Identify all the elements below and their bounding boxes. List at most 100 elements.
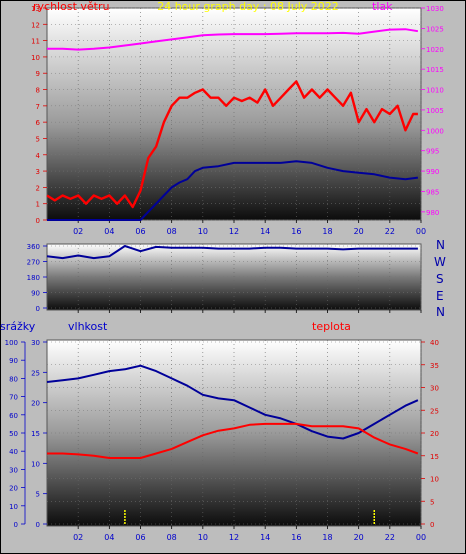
pressure-axis-tick-label-1005: 1005 xyxy=(426,107,444,115)
temperature-axis-tick-label-0: 0 xyxy=(430,521,434,529)
humidity-panel-tick-label-20: 20 xyxy=(354,533,364,542)
compass-s: S xyxy=(436,272,444,286)
wind-speed-axis-tick-label-1: 1 xyxy=(36,201,40,209)
precip-axis-tick-label-20: 20 xyxy=(9,485,18,493)
precip-axis-tick-label-80: 80 xyxy=(9,375,18,383)
compass-e: E xyxy=(436,289,444,303)
wind-speed-label: rychlost větru xyxy=(33,0,109,13)
wind-speed-axis-tick-label-7: 7 xyxy=(36,103,40,111)
wind-panel-tick-label-04: 04 xyxy=(104,227,114,236)
precip-axis-tick-label-100: 100 xyxy=(5,339,18,347)
pressure-axis-tick-label-995: 995 xyxy=(426,148,439,156)
temperature-axis-tick-label-40: 40 xyxy=(430,339,439,347)
precip-axis-tick-label-10: 10 xyxy=(9,503,18,511)
humidity-panel-tick-label-06: 06 xyxy=(135,533,145,542)
humidity-axis-tick-label-20: 20 xyxy=(31,400,40,408)
direction-axis-tick-label-90: 90 xyxy=(31,290,40,298)
pressure-line xyxy=(47,28,419,51)
pressure-axis-tick-label-985: 985 xyxy=(426,188,439,196)
pressure-axis-tick-label-1010: 1010 xyxy=(426,87,444,95)
temperature-axis-tick-label-15: 15 xyxy=(430,453,439,461)
humidity-panel-tick-label-04: 04 xyxy=(104,533,114,542)
wind-panel-tick-label-18: 18 xyxy=(322,227,332,236)
wind-panel-tick-label-20: 20 xyxy=(354,227,364,236)
compass-n-bottom: N xyxy=(436,305,445,319)
wind-speed-axis-tick-label-11: 11 xyxy=(31,38,40,46)
direction-axis-tick-label-360: 360 xyxy=(27,243,40,251)
humidity-panel-tick-label-22: 22 xyxy=(385,533,395,542)
precip-axis-tick-label-40: 40 xyxy=(9,448,18,456)
precip-axis-tick-label-30: 30 xyxy=(9,466,18,474)
direction-axis-tick-label-180: 180 xyxy=(27,274,40,282)
humidity-axis-tick-label-15: 15 xyxy=(31,430,40,438)
precip-axis-tick-label-0: 0 xyxy=(14,521,18,529)
precip-label: srážky xyxy=(0,320,36,333)
wind-panel-tick-label-06: 06 xyxy=(135,227,145,236)
wind-speed-axis-tick-label-12: 12 xyxy=(31,21,40,29)
wind-gust-line xyxy=(46,80,418,209)
wind-speed-axis-tick-label-2: 2 xyxy=(36,184,40,192)
humidity-line xyxy=(46,364,419,440)
humidity-axis-tick-label-10: 10 xyxy=(31,460,40,468)
wind-panel-tick-label-14: 14 xyxy=(260,227,270,236)
temperature-axis-tick-label-5: 5 xyxy=(430,498,434,506)
pressure-axis-tick-label-1030: 1030 xyxy=(426,5,444,13)
wind-panel-tick-label-10: 10 xyxy=(198,227,208,236)
wind-direction-line xyxy=(46,245,418,260)
wind-speed-axis-tick-label-10: 10 xyxy=(31,54,40,62)
humidity-panel-tick-label-14: 14 xyxy=(260,533,270,542)
humidity-panel-tick-label-12: 12 xyxy=(229,533,239,542)
wind-speed-axis-tick-label-13: 13 xyxy=(31,5,40,13)
direction-axis-tick-label-270: 270 xyxy=(27,259,40,267)
humidity-axis-tick-label-5: 5 xyxy=(36,491,40,499)
pressure-axis-tick-label-1000: 1000 xyxy=(426,127,444,135)
humidity-axis-tick-label-0: 0 xyxy=(36,521,40,529)
wind-speed-axis-tick-label-6: 6 xyxy=(36,119,41,127)
precip-axis-tick-label-50: 50 xyxy=(9,430,18,438)
compass-n-top: N xyxy=(436,238,445,252)
humidity-panel-tick-label-02: 02 xyxy=(73,533,83,542)
wind-speed-axis-tick-label-5: 5 xyxy=(36,135,40,143)
temperature-axis-tick-label-20: 20 xyxy=(430,430,439,438)
direction-axis-tick-label-0: 0 xyxy=(36,305,40,313)
temperature-axis-tick-label-30: 30 xyxy=(430,385,439,393)
humidity-panel-tick-label-08: 08 xyxy=(167,533,177,542)
wind-speed-axis-tick-label-9: 9 xyxy=(36,70,40,78)
wind-speed-axis-tick-label-4: 4 xyxy=(36,152,41,160)
humidity-label: vlhkost xyxy=(68,320,108,333)
wind-average-line xyxy=(47,160,419,221)
pressure-axis-tick-label-1025: 1025 xyxy=(426,25,444,33)
humidity-axis-tick-label-25: 25 xyxy=(31,369,40,377)
wind-speed-axis-tick-label-3: 3 xyxy=(36,168,40,176)
pressure-axis-tick-label-990: 990 xyxy=(426,168,439,176)
wind-speed-axis-tick-label-0: 0 xyxy=(36,217,40,225)
temperature-axis-tick-label-10: 10 xyxy=(430,476,439,484)
compass-w: W xyxy=(434,255,446,269)
pressure-label: tlak xyxy=(372,0,393,13)
temperature-axis-tick-label-25: 25 xyxy=(430,407,439,415)
wind-panel-tick-label-22: 22 xyxy=(385,227,395,236)
wind-panel-tick-label-02: 02 xyxy=(73,227,83,236)
temperature-label: teplota xyxy=(312,320,351,333)
temperature-axis-tick-label-35: 35 xyxy=(430,362,439,370)
pressure-axis-tick-label-1020: 1020 xyxy=(426,46,444,54)
pressure-axis-tick-label-980: 980 xyxy=(426,209,439,217)
precip-axis-tick-label-60: 60 xyxy=(9,412,18,420)
pressure-axis-tick-label-1015: 1015 xyxy=(426,66,444,74)
chart-title: 24 hour graph day : 08 July 2022 xyxy=(157,0,339,13)
compass-labels: N W S E N xyxy=(434,238,446,319)
precip-axis-tick-label-70: 70 xyxy=(9,394,18,402)
humidity-panel-tick-label-10: 10 xyxy=(198,533,208,542)
precip-axis-tick-label-90: 90 xyxy=(9,357,18,365)
wind-panel-tick-label-08: 08 xyxy=(167,227,177,236)
humidity-panel-tick-label-00: 00 xyxy=(416,533,426,542)
humidity-panel-tick-label-16: 16 xyxy=(291,533,301,542)
wind-panel-tick-label-00: 00 xyxy=(416,227,426,236)
temperature-line xyxy=(47,422,419,459)
wind-panel-tick-label-16: 16 xyxy=(291,227,301,236)
wind-panel-tick-label-12: 12 xyxy=(229,227,239,236)
humidity-axis-tick-label-30: 30 xyxy=(31,339,40,347)
humidity-panel-tick-label-18: 18 xyxy=(322,533,332,542)
wind-speed-axis-tick-label-8: 8 xyxy=(36,87,40,95)
